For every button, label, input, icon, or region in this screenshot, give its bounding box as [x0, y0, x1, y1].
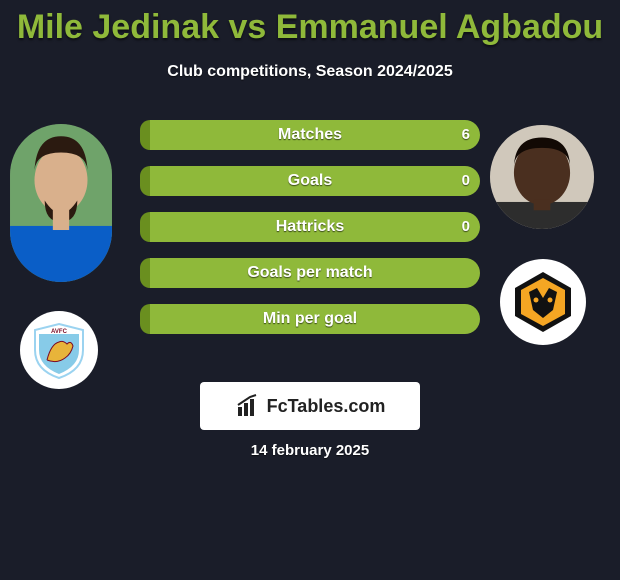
stat-value-right: 6: [462, 120, 470, 150]
svg-text:AVFC: AVFC: [51, 329, 68, 335]
player-left-avatar: [10, 124, 112, 282]
stats-panel: Matches 6 Goals 0 Hattricks 0 Goals per …: [140, 120, 480, 350]
stat-row-hattricks: Hattricks 0: [140, 212, 480, 242]
player-right-avatar: [490, 125, 594, 229]
brand-text: FcTables.com: [267, 396, 386, 417]
brand-badge: FcTables.com: [200, 382, 420, 430]
chart-icon: [235, 393, 261, 419]
stat-row-min-per-goal: Min per goal: [140, 304, 480, 334]
club-logo-right: [500, 259, 586, 345]
stat-label: Goals per match: [140, 258, 480, 288]
stat-row-goals-per-match: Goals per match: [140, 258, 480, 288]
stat-label: Hattricks: [140, 212, 480, 242]
stat-row-matches: Matches 6: [140, 120, 480, 150]
page-subtitle: Club competitions, Season 2024/2025: [0, 63, 620, 81]
stat-row-goals: Goals 0: [140, 166, 480, 196]
stat-label: Min per goal: [140, 304, 480, 334]
stat-value-right: 0: [462, 212, 470, 242]
page-title: Mile Jedinak vs Emmanuel Agbadou: [0, 0, 620, 47]
stat-label: Goals: [140, 166, 480, 196]
club-logo-left: AVFC: [20, 311, 98, 389]
stat-value-right: 0: [462, 166, 470, 196]
date-text: 14 february 2025: [0, 442, 620, 459]
stat-label: Matches: [140, 120, 480, 150]
